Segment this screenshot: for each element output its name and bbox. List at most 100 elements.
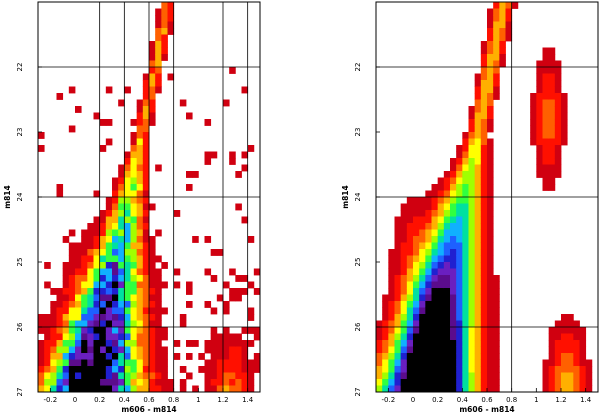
heatmap-cell <box>462 385 469 393</box>
heatmap-cell <box>548 99 556 107</box>
heatmap-cell <box>130 236 138 243</box>
heatmap-cell <box>142 236 150 243</box>
heatmap-cell <box>425 320 432 328</box>
heatmap-cell <box>406 327 414 334</box>
heatmap-cell <box>149 60 156 68</box>
heatmap-cell <box>118 216 125 224</box>
heatmap-cell <box>548 119 556 126</box>
heatmap-cell <box>136 203 144 211</box>
heatmap-cell <box>124 385 131 393</box>
heatmap-cell <box>155 67 162 74</box>
heatmap-cell <box>93 288 101 295</box>
heatmap-cell <box>493 281 500 289</box>
heatmap-cell <box>388 268 395 276</box>
heatmap-cell <box>75 262 82 269</box>
heatmap-cell <box>50 333 57 341</box>
heatmap-cell <box>210 359 218 367</box>
heatmap-cell <box>468 249 476 256</box>
heatmap-cell <box>105 242 113 250</box>
heatmap-cell <box>493 41 500 48</box>
heatmap-cell <box>561 346 568 354</box>
heatmap-cell <box>99 327 107 334</box>
heatmap-cell <box>431 288 439 295</box>
heatmap-cell <box>548 132 556 139</box>
heatmap-cell <box>487 294 494 302</box>
heatmap-cell <box>493 288 500 295</box>
heatmap-cell <box>474 262 482 269</box>
heatmap-cell <box>136 223 144 230</box>
heatmap-cell <box>124 236 131 243</box>
heatmap-cell <box>56 385 64 393</box>
heatmap-cell <box>93 320 101 328</box>
heatmap-cell <box>44 359 51 367</box>
heatmap-cell <box>456 145 463 152</box>
heatmap-cell <box>474 158 482 165</box>
heatmap-cell <box>112 262 119 269</box>
heatmap-cell <box>253 366 261 373</box>
heatmap-cell <box>75 268 82 276</box>
heatmap-cell <box>548 67 556 74</box>
heatmap-cell <box>235 385 242 393</box>
heatmap-cell <box>579 379 587 386</box>
heatmap-cell <box>499 47 506 55</box>
heatmap-cell <box>50 301 57 308</box>
heatmap-cell <box>548 184 556 191</box>
heatmap-cell <box>155 359 162 367</box>
heatmap-cell <box>462 353 469 360</box>
heatmap-cell <box>112 249 119 256</box>
heatmap-cell <box>50 379 57 386</box>
heatmap-cell <box>400 379 408 386</box>
heatmap-cell <box>413 366 420 373</box>
heatmap-cell <box>480 106 488 113</box>
heatmap-cell <box>554 333 562 341</box>
heatmap-cell <box>75 353 82 360</box>
heatmap-cell <box>118 372 125 380</box>
heatmap-cell <box>155 372 162 380</box>
heatmap-cell <box>93 379 101 386</box>
heatmap-cell <box>536 171 543 178</box>
heatmap-cell <box>456 190 463 198</box>
heatmap-cell <box>536 93 543 100</box>
heatmap-cell <box>204 379 212 386</box>
heatmap-cell <box>480 320 488 328</box>
heatmap-cell <box>382 353 389 360</box>
heatmap-cell <box>136 262 144 269</box>
heatmap-cell <box>235 288 242 295</box>
heatmap-cell <box>474 372 482 380</box>
heatmap-cell <box>554 366 562 373</box>
heatmap-cell <box>437 203 445 211</box>
heatmap-cell <box>179 379 187 386</box>
heatmap-cell <box>149 67 156 74</box>
heatmap-cell <box>419 236 426 243</box>
heatmap-cell <box>487 125 494 133</box>
heatmap-cell <box>567 353 574 360</box>
heatmap-cell <box>406 275 414 282</box>
heatmap-cell <box>456 294 463 302</box>
heatmap-cell <box>437 210 445 217</box>
heatmap-cell <box>388 275 395 282</box>
heatmap-cell <box>253 333 261 341</box>
heatmap-cell <box>419 346 426 354</box>
heatmap-cell <box>229 366 236 373</box>
heatmap-cell <box>93 242 101 250</box>
heatmap-cell <box>253 353 261 360</box>
heatmap-cell <box>487 210 494 217</box>
heatmap-cell <box>419 301 426 308</box>
x-tick-label: 0.8 <box>506 396 517 404</box>
heatmap-cell <box>548 80 556 87</box>
heatmap-cell <box>50 314 57 321</box>
heatmap-cell <box>210 385 218 393</box>
heatmap-cell <box>406 216 414 224</box>
heatmap-cell <box>456 340 463 347</box>
heatmap-cell <box>561 379 568 386</box>
heatmap-cell <box>382 385 389 393</box>
heatmap-cell <box>468 346 476 354</box>
heatmap-cell <box>443 171 451 178</box>
heatmap-cell <box>62 346 70 354</box>
heatmap-cell <box>480 333 488 341</box>
heatmap-cell <box>99 366 107 373</box>
heatmap-cell <box>118 210 125 217</box>
heatmap-cell <box>480 54 488 61</box>
heatmap-cell <box>431 294 439 302</box>
heatmap-cell <box>87 340 94 347</box>
